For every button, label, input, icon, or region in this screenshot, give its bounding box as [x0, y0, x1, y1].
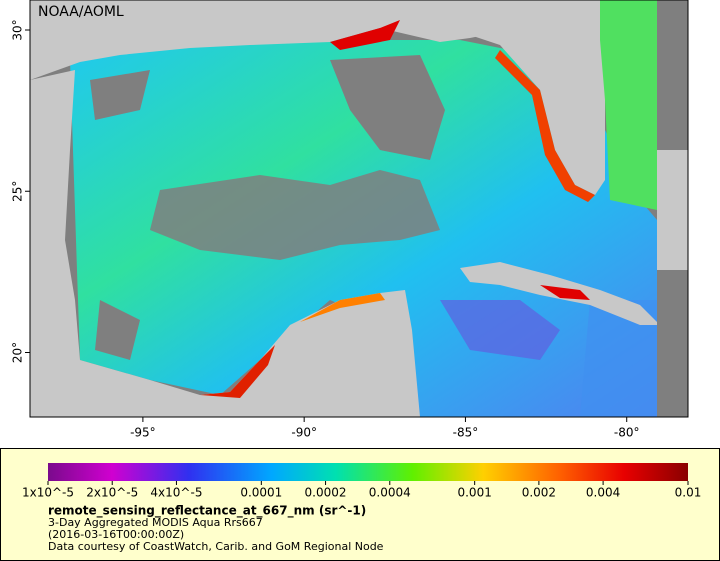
land-us [30, 0, 560, 80]
x-tick-label: -95° [130, 426, 156, 440]
cloud [90, 70, 150, 120]
land-mexico [30, 70, 420, 417]
coastal-high [200, 345, 275, 398]
cloud [330, 55, 445, 160]
map-frame [29, 0, 689, 418]
colorbar-tick-label: 1x10^-5 [22, 486, 74, 500]
atlantic-data [560, 0, 657, 210]
coastal-high [300, 293, 385, 322]
colorbar-tick-label: 0.001 [457, 486, 491, 500]
colorbar-tick-label: 0.002 [522, 486, 556, 500]
legend-line: 3-Day Aggregated MODIS Aqua Rrs667 [48, 516, 263, 529]
credit: NOAA/AOML [38, 4, 124, 20]
map [30, 0, 688, 417]
x-tick-label: -90° [291, 426, 317, 440]
colorbar-tick-label: 2x10^-5 [86, 486, 138, 500]
colorbar-tick-label: 0.0002 [305, 486, 347, 500]
legend-variable: remote_sensing_reflectance_at_667_nm (sr… [48, 504, 366, 519]
colorbar-tick-label: 0.004 [586, 486, 620, 500]
sea-patch [580, 300, 657, 417]
colorbar [48, 463, 688, 481]
coastal-high [330, 20, 400, 50]
cloud [95, 300, 140, 360]
colorbar-tick-label: 4x10^-5 [150, 486, 202, 500]
y-tick-label: 30° [11, 19, 25, 40]
legend-line: Data courtesy of CoastWatch, Carib. and … [48, 540, 384, 553]
land-florida [455, 0, 605, 195]
y-tick-label: 20° [11, 342, 25, 363]
y-tick-label: 25° [11, 181, 25, 202]
legend-line: (2016-03-16T00:00:00Z) [48, 528, 184, 541]
x-tick-label: -85° [453, 426, 479, 440]
cloud [150, 170, 440, 260]
land-bahamas [657, 150, 688, 270]
coastal-high [495, 50, 595, 202]
colorbar-tick-label: 0.0001 [240, 486, 282, 500]
colorbar-tick-label: 0.01 [675, 486, 702, 500]
x-tick-label: -80° [614, 426, 640, 440]
coastal-high [540, 285, 590, 300]
colorbar-tick-label: 0.0004 [369, 486, 411, 500]
sea-patch [440, 300, 560, 360]
